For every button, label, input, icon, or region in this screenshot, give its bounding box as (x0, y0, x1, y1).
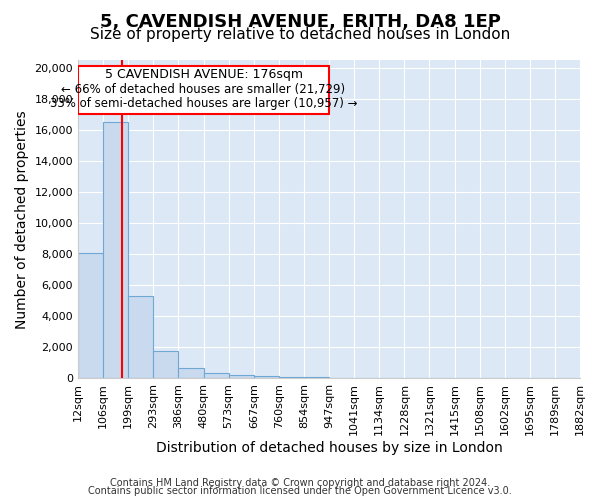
Text: 33% of semi-detached houses are larger (10,957) →: 33% of semi-detached houses are larger (… (50, 98, 357, 110)
Bar (279, 376, 304, 378)
Text: Contains HM Land Registry data © Crown copyright and database right 2024.: Contains HM Land Registry data © Crown c… (110, 478, 490, 488)
Text: Contains public sector information licensed under the Open Government Licence v3: Contains public sector information licen… (88, 486, 512, 496)
Text: 5 CAVENDISH AVENUE: 176sqm: 5 CAVENDISH AVENUE: 176sqm (104, 68, 302, 82)
Bar (128, 296, 154, 378)
Bar (78, 66, 329, 114)
X-axis label: Distribution of detached houses by size in London: Distribution of detached houses by size … (155, 441, 502, 455)
Bar (304, 377, 329, 378)
Text: ← 66% of detached houses are smaller (21,729): ← 66% of detached houses are smaller (21… (61, 83, 346, 96)
Y-axis label: Number of detached properties: Number of detached properties (15, 110, 29, 328)
Bar (254, 376, 279, 378)
Text: Size of property relative to detached houses in London: Size of property relative to detached ho… (90, 28, 510, 42)
Bar (78, 252, 103, 378)
Bar (103, 122, 128, 378)
Bar (178, 368, 203, 378)
Bar (154, 352, 178, 378)
Bar (203, 373, 229, 378)
Bar (229, 375, 254, 378)
Text: 5, CAVENDISH AVENUE, ERITH, DA8 1EP: 5, CAVENDISH AVENUE, ERITH, DA8 1EP (100, 12, 500, 30)
